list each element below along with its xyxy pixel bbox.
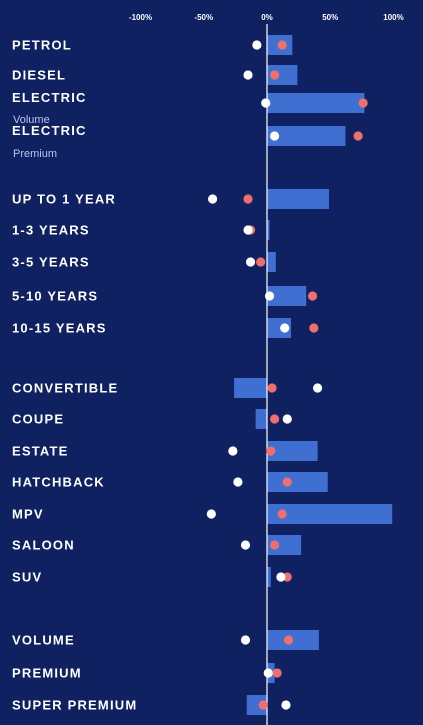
red-dot <box>309 323 319 333</box>
red-dot <box>269 414 280 424</box>
white-dot <box>264 291 275 301</box>
dots <box>206 40 368 710</box>
row-label: DIESEL <box>12 68 66 83</box>
white-dot <box>208 194 218 204</box>
bar <box>267 65 298 85</box>
row-label: SALOON <box>12 538 75 553</box>
red-dot <box>266 446 276 456</box>
white-dot <box>240 540 251 550</box>
row-label: 1-3 YEARS <box>12 223 90 238</box>
white-dot <box>263 668 273 678</box>
row-label: SUV <box>12 570 42 585</box>
row-label: SUPER PREMIUM <box>12 698 137 713</box>
white-dot <box>281 700 291 710</box>
bar <box>267 286 307 306</box>
white-dot <box>243 225 253 235</box>
red-dot <box>283 635 294 645</box>
white-dot <box>313 383 323 393</box>
bar <box>267 252 276 272</box>
x-tick-label: 100% <box>383 13 403 22</box>
red-dot <box>282 477 292 487</box>
row-label: 3-5 YEARS <box>12 255 90 270</box>
red-dot <box>258 700 268 710</box>
white-dot <box>282 414 292 424</box>
bar <box>246 695 267 715</box>
bar <box>267 504 393 524</box>
row-label: VOLUME <box>12 633 75 648</box>
red-dot <box>282 572 292 582</box>
row-labels: PETROLDIESELELECTRICVolumeELECTRICPremiu… <box>12 38 137 713</box>
bar <box>267 318 292 338</box>
red-dot <box>358 98 368 108</box>
bar <box>255 409 267 429</box>
row-sublabel: Volume <box>13 114 50 126</box>
red-dot <box>353 131 363 141</box>
white-dot <box>245 257 256 267</box>
row-label: COUPE <box>12 412 64 427</box>
row-label: 10-15 YEARS <box>12 321 107 336</box>
red-dot <box>267 383 277 393</box>
row-label: ELECTRIC <box>12 123 87 138</box>
red-dot <box>277 40 287 50</box>
row-label: 5-10 YEARS <box>12 289 98 304</box>
row-label: HATCHBACK <box>12 475 105 490</box>
bar <box>267 441 318 461</box>
bars <box>234 35 393 715</box>
bar <box>267 126 346 146</box>
bar <box>267 93 365 113</box>
x-tick-label: 0% <box>261 13 273 22</box>
white-dot <box>228 446 238 456</box>
x-tick-label: -50% <box>194 13 213 22</box>
row-label: PREMIUM <box>12 666 82 681</box>
row-label: ESTATE <box>12 444 69 459</box>
row-label: MPV <box>12 507 44 522</box>
bar <box>267 220 270 240</box>
bar <box>267 567 271 587</box>
bar <box>267 535 302 555</box>
red-dot <box>256 257 266 267</box>
x-tick-label: 50% <box>322 13 338 22</box>
row-label: CONVERTIBLE <box>12 381 118 396</box>
white-dot <box>269 131 280 141</box>
white-dot <box>243 70 253 80</box>
row-label: ELECTRIC <box>12 90 87 105</box>
red-dot <box>243 194 253 204</box>
x-axis-ticks: -100% -50% 0% 50% 100% <box>129 13 404 22</box>
white-dot <box>233 477 243 487</box>
white-dot <box>280 323 290 333</box>
white-dot <box>276 572 286 582</box>
bar <box>267 189 329 209</box>
row-sublabel: Premium <box>13 148 57 160</box>
white-dot <box>206 509 216 519</box>
red-dot <box>307 291 318 301</box>
bar <box>267 472 328 492</box>
red-dot <box>269 70 280 80</box>
red-dot <box>269 540 280 550</box>
red-dot <box>277 509 287 519</box>
white-dot <box>261 98 271 108</box>
row-label: PETROL <box>12 38 72 53</box>
bar <box>234 378 267 398</box>
row-label: UP TO 1 YEAR <box>12 192 116 207</box>
red-dot <box>272 668 282 678</box>
white-dot <box>240 635 251 645</box>
x-tick-label: -100% <box>129 13 152 22</box>
white-dot <box>252 40 262 50</box>
